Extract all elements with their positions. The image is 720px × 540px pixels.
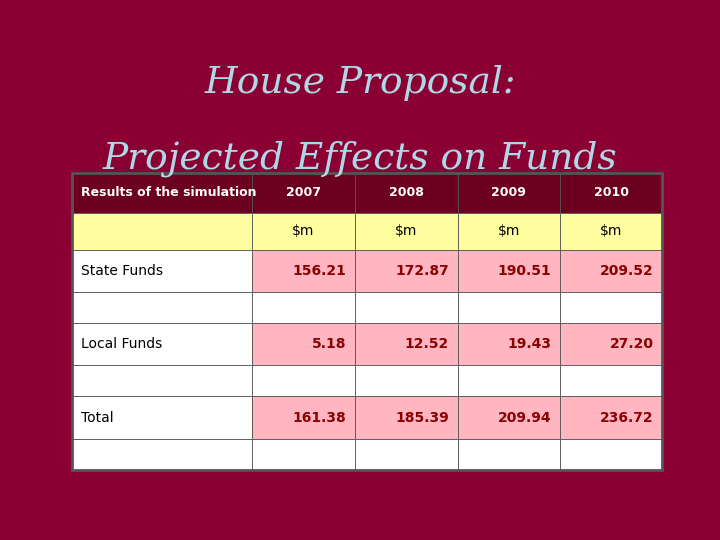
Text: 172.87: 172.87 xyxy=(395,264,449,278)
Bar xyxy=(252,250,355,292)
Bar xyxy=(72,438,252,470)
Text: 161.38: 161.38 xyxy=(292,410,346,424)
Text: $m: $m xyxy=(498,225,520,239)
Text: $m: $m xyxy=(395,225,418,239)
Bar xyxy=(252,438,355,470)
Bar xyxy=(560,323,662,365)
Bar xyxy=(560,438,662,470)
Text: 2008: 2008 xyxy=(389,186,423,199)
Bar xyxy=(72,396,252,438)
Text: 5.18: 5.18 xyxy=(312,337,346,351)
Bar xyxy=(252,213,355,250)
Bar xyxy=(355,396,457,438)
Bar xyxy=(560,365,662,396)
Bar xyxy=(457,323,560,365)
Text: 190.51: 190.51 xyxy=(498,264,552,278)
Text: 156.21: 156.21 xyxy=(292,264,346,278)
Bar xyxy=(457,438,560,470)
Bar xyxy=(72,173,252,213)
Bar xyxy=(560,173,662,213)
Text: 209.94: 209.94 xyxy=(498,410,552,424)
Text: 2007: 2007 xyxy=(286,186,321,199)
Bar xyxy=(560,250,662,292)
Text: 27.20: 27.20 xyxy=(610,337,654,351)
Bar xyxy=(560,396,662,438)
Text: Projected Effects on Funds: Projected Effects on Funds xyxy=(103,140,617,177)
Bar xyxy=(355,173,457,213)
Text: 2010: 2010 xyxy=(594,186,629,199)
Bar xyxy=(457,213,560,250)
Bar xyxy=(560,213,662,250)
Bar xyxy=(457,173,560,213)
Bar xyxy=(355,250,457,292)
Bar xyxy=(72,323,252,365)
Bar xyxy=(252,173,355,213)
Bar xyxy=(355,365,457,396)
Bar xyxy=(457,365,560,396)
Text: Total: Total xyxy=(81,410,113,424)
Text: $m: $m xyxy=(292,225,315,239)
Bar xyxy=(457,292,560,323)
Bar xyxy=(355,438,457,470)
Text: 19.43: 19.43 xyxy=(508,337,552,351)
Text: 185.39: 185.39 xyxy=(395,410,449,424)
Bar xyxy=(560,292,662,323)
Text: 12.52: 12.52 xyxy=(405,337,449,351)
Bar xyxy=(72,250,252,292)
Text: 236.72: 236.72 xyxy=(600,410,654,424)
Text: $m: $m xyxy=(600,225,623,239)
Bar xyxy=(72,213,252,250)
Text: 209.52: 209.52 xyxy=(600,264,654,278)
Text: State Funds: State Funds xyxy=(81,264,163,278)
Bar xyxy=(252,292,355,323)
Bar xyxy=(457,250,560,292)
Text: Local Funds: Local Funds xyxy=(81,337,162,351)
Text: House Proposal:: House Proposal: xyxy=(204,65,516,101)
Bar xyxy=(457,396,560,438)
Bar xyxy=(355,323,457,365)
Bar xyxy=(72,365,252,396)
Text: 2009: 2009 xyxy=(492,186,526,199)
Bar xyxy=(252,323,355,365)
Bar xyxy=(72,173,662,470)
Bar xyxy=(72,292,252,323)
Bar xyxy=(355,292,457,323)
Bar xyxy=(355,213,457,250)
Text: Results of the simulation: Results of the simulation xyxy=(81,186,256,199)
Bar xyxy=(252,396,355,438)
Bar xyxy=(252,365,355,396)
